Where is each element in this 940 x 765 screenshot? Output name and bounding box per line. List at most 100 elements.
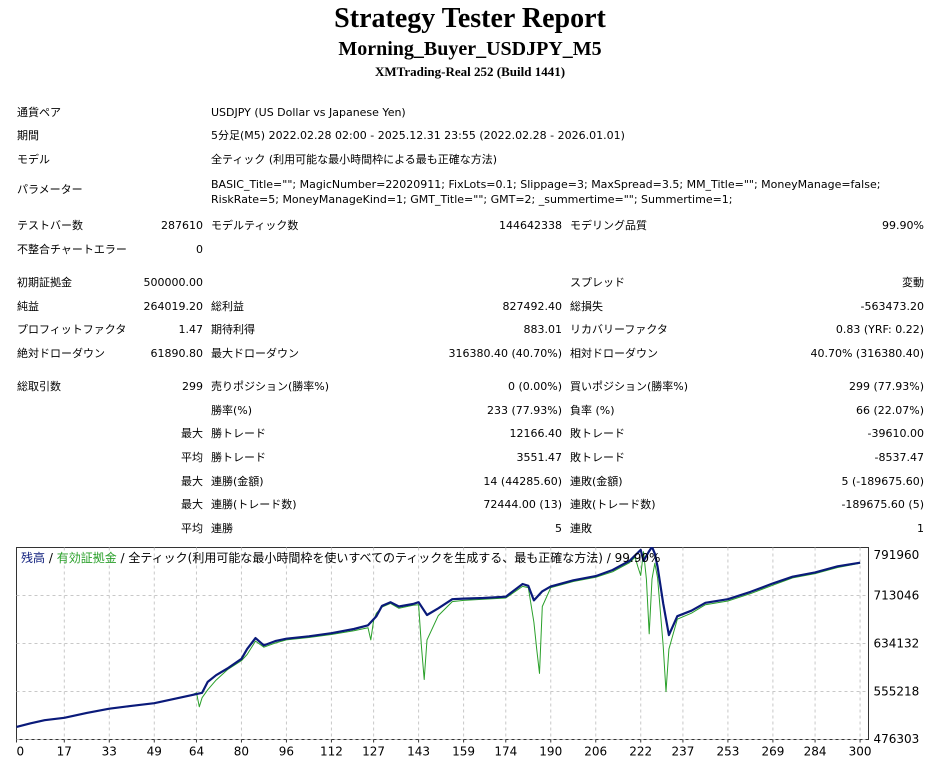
symbol-label: 通貨ペア [17,106,61,119]
params-value: BASIC_Title=""; MagicNumber=22020911; Fi… [211,178,881,206]
quality-value: 99.90% [882,219,924,232]
trades-label: 総取引数 [17,380,61,393]
largest-win-label: 勝トレード [211,427,266,440]
largest-loss-label: 敗トレード [570,427,625,440]
balance-equity-chart: 791960 713046 634132 555218 476303 0 17 33 49 64… [16,547,920,759]
max-cons-wins-value: 14 (44285.60) [483,475,562,488]
legend-balance: 残高 [21,550,45,565]
params-label: パラメーター [17,183,83,196]
series-layer [16,547,861,728]
x-tick-label: 143 [407,745,430,759]
win-rate-label: 勝率(%) [211,404,253,417]
legend-equity: 有効証拠金 [57,550,117,565]
x-tick-label: 284 [804,745,827,759]
x-tick-label: 0 [17,745,25,759]
long-label: 買いポジション(勝率%) [570,380,689,393]
spread-value: 変動 [902,276,924,289]
x-tick-label: 253 [716,745,739,759]
x-tick-label: 190 [539,745,562,759]
short-value: 0 (0.00%) [507,380,562,393]
equity-line [16,551,861,728]
avg-win-value: 3551.47 [516,451,563,464]
x-tick-label: 206 [584,745,607,759]
abs-dd-label: 絶対ドローダウン [17,347,105,360]
expected-value: 883.01 [523,323,563,336]
deposit-label: 初期証拠金 [17,276,72,289]
max-cons-loss-label: 連敗(トレード数) [570,498,656,511]
y-tick-label: 791960 [874,548,920,562]
x-tick-label: 64 [189,745,204,759]
x-tick-label: 300 [849,745,872,759]
y-tick-label: 713046 [874,588,920,602]
period-label: 期間 [17,129,39,142]
max-dd-value: 316380.40 (40.70%) [448,347,562,360]
report-title: Strategy Tester Report [334,3,606,34]
short-label: 売りポジション(勝率%) [211,380,330,393]
max-cons-losses-label: 連敗(金額) [570,475,623,488]
avg-win-label: 勝トレード [211,451,266,464]
avg-cons-losses-value: 1 [917,522,924,535]
avg-prefix: 平均 [181,451,203,464]
x-tick-label: 269 [761,745,784,759]
rel-dd-value: 40.70% (316380.40) [810,347,924,360]
net-value: 264019.20 [143,300,204,313]
rel-dd-label: 相対ドローダウン [570,347,658,360]
gross-loss-value: -563473.20 [860,300,924,313]
symbol-value: USDJPY (US Dollar vs Japanese Yen) [211,106,406,119]
long-value: 299 (77.93%) [848,380,924,393]
recovery-label: リカバリーファクタ [570,323,668,336]
report-subtitle: Morning_Buyer_USDJPY_M5 [338,38,602,60]
max-dd-label: 最大ドローダウン [211,347,299,360]
x-tick-label: 17 [57,745,72,759]
quality-label: モデリング品質 [570,219,647,232]
x-tick-label: 80 [234,745,249,759]
mismatch-value: 0 [196,243,203,256]
model-value: 全ティック (利用可能な最小時間枠による最も正確な方法) [211,153,498,166]
model-label: モデル [17,153,50,166]
loss-rate-value: 66 (22.07%) [855,404,924,417]
max-cons-losses-value: 5 (-189675.60) [841,475,924,488]
avg-cons-losses-label: 連敗 [570,522,592,535]
x-tick-label: 222 [629,745,652,759]
loss-rate-label: 負率 (%) [570,404,615,417]
deposit-value: 500000.00 [143,276,204,289]
x-tick-label: 237 [671,745,694,759]
server-info: XMTrading-Real 252 (Build 1441) [374,64,566,79]
x-tick-label: 96 [279,745,294,759]
abs-dd-value: 61890.80 [150,347,204,360]
win-rate-value: 233 (77.93%) [486,404,562,417]
grid-lines [16,547,869,740]
legend-model: 全ティック(利用可能な最小時間枠を使いすべてのティックを生成する、最も正確な方法… [128,550,660,565]
gross-loss-label: 総損失 [570,300,603,313]
x-tick-label: 174 [494,745,517,759]
max-prefix: 最大 [181,498,203,511]
bars-label: テストバー数 [17,219,83,232]
max-cons-profit-value: 72444.00 (13) [483,498,562,511]
gross-profit-value: 827492.40 [502,300,563,313]
pf-value: 1.47 [178,323,204,336]
y-tick-label: 476303 [874,732,920,746]
x-axis: 0 17 33 49 64 80 96 112 127 143 159 174 190 206 222 237… [16,739,872,759]
avg-cons-wins-value: 5 [555,522,562,535]
x-tick-label: 49 [147,745,162,759]
avg-prefix: 平均 [181,522,203,535]
y-tick-label: 555218 [874,684,920,698]
mismatch-label: 不整合チャートエラー [17,243,127,256]
legend-sep-2: / [117,551,129,565]
max-cons-profit-label: 連勝(トレード数) [211,498,297,511]
balance-line [16,547,861,728]
max-prefix: 最大 [181,427,203,440]
ticks-value: 144642338 [499,219,562,232]
y-tick-label: 634132 [874,636,920,650]
max-cons-loss-value: -189675.60 (5) [841,498,924,511]
avg-loss-value: -8537.47 [874,451,924,464]
pf-label: プロフィットファクタ [17,323,127,336]
legend-sep-1: / [45,551,57,565]
recovery-value: 0.83 (YRF: 0.22) [835,323,924,336]
largest-loss-value: -39610.00 [867,427,924,440]
x-tick-label: 159 [452,745,475,759]
y-axis: 791960 713046 634132 555218 476303 [874,548,920,746]
spread-label: スプレッド [570,276,625,289]
x-tick-label: 127 [362,745,385,759]
avg-cons-wins-label: 連勝 [211,522,233,535]
